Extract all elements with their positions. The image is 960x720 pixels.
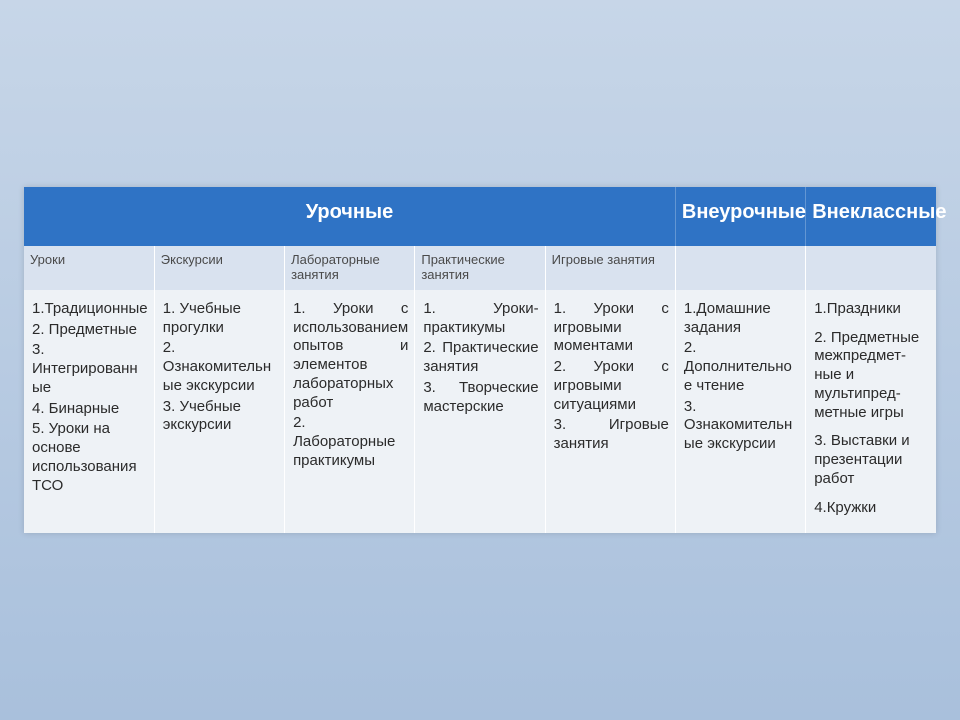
cell-vneklassnye: 1.Праздники 2. Предметные межпредмет-ные… bbox=[806, 290, 936, 534]
list-item: 2. Предметные межпредмет-ные и мультипре… bbox=[814, 329, 930, 423]
list-item: 1. Учебные прогулки bbox=[163, 300, 278, 338]
content-row: 1.Традиционные 2. Предметные 3. Интегрир… bbox=[24, 290, 936, 534]
list-item: 3. Ознакомительные экскурсии bbox=[684, 398, 799, 454]
list-item: 3. Интегрированные bbox=[32, 341, 148, 397]
header-row: Урочные Внеурочные Внеклассные bbox=[24, 187, 936, 246]
list-item: 3. Творческие мастерские bbox=[423, 379, 538, 417]
classification-table: Урочные Внеурочные Внеклассные Уроки Экс… bbox=[24, 187, 936, 534]
list-item: 2. Ознакомительные экскурсии bbox=[163, 339, 278, 395]
list-item: 1.Домашние задания bbox=[684, 300, 799, 338]
list-item: 4. Бинарные bbox=[32, 400, 148, 419]
list-item: 2. Предметные bbox=[32, 321, 148, 340]
list-item: 4.Кружки bbox=[814, 499, 930, 518]
list-item: 2. Дополнительное чтение bbox=[684, 339, 799, 395]
list-item: 5. Уроки на основе использования ТСО bbox=[32, 420, 148, 495]
cell-laboratornye: 1. Уроки с использованием опытов и элеме… bbox=[285, 290, 415, 534]
subheader-ekskursii: Экскурсии bbox=[154, 246, 284, 290]
header-vneklassnye: Внеклассные bbox=[806, 187, 936, 246]
list-item: 1.Традиционные bbox=[32, 300, 148, 319]
list-item: 2. Лабораторные практикумы bbox=[293, 414, 408, 470]
cell-prakticheskie: 1. Уроки-практикумы 2. Практические заня… bbox=[415, 290, 545, 534]
cell-ekskursii: 1. Учебные прогулки 2. Ознакомительные э… bbox=[154, 290, 284, 534]
list-item: 3. Выставки и презентации работ bbox=[814, 432, 930, 488]
list-item: 3. Учебные экскурсии bbox=[163, 398, 278, 436]
list-item: 2. Практические занятия bbox=[423, 339, 538, 377]
list-item: 3. Игровые занятия bbox=[554, 416, 669, 454]
subheader-laboratornye: Лабораторные занятия bbox=[285, 246, 415, 290]
list-item: 2. Уроки с игровыми ситуациями bbox=[554, 358, 669, 414]
cell-uroki: 1.Традиционные 2. Предметные 3. Интегрир… bbox=[24, 290, 154, 534]
cell-vneurochnye: 1.Домашние задания 2. Дополнительное чте… bbox=[675, 290, 805, 534]
list-item: 1.Праздники bbox=[814, 300, 930, 319]
list-item: 1. Уроки с игровыми моментами bbox=[554, 300, 669, 356]
header-vneurochnye: Внеурочные bbox=[675, 187, 805, 246]
list-item: 1. Уроки-практикумы bbox=[423, 300, 538, 338]
subheader-uroki: Уроки bbox=[24, 246, 154, 290]
subheader-vneurochnye-blank bbox=[675, 246, 805, 290]
subheader-vneklassnye-blank bbox=[806, 246, 936, 290]
subheader-igrovye: Игровые занятия bbox=[545, 246, 675, 290]
cell-igrovye: 1. Уроки с игровыми моментами 2. Уроки с… bbox=[545, 290, 675, 534]
list-item: 1. Уроки с использованием опытов и элеме… bbox=[293, 300, 408, 413]
header-urochnye: Урочные bbox=[24, 187, 675, 246]
subheader-row: Уроки Экскурсии Лабораторные занятия Пра… bbox=[24, 246, 936, 290]
subheader-prakticheskie: Практические занятия bbox=[415, 246, 545, 290]
slide-frame: Урочные Внеурочные Внеклассные Уроки Экс… bbox=[24, 187, 936, 534]
